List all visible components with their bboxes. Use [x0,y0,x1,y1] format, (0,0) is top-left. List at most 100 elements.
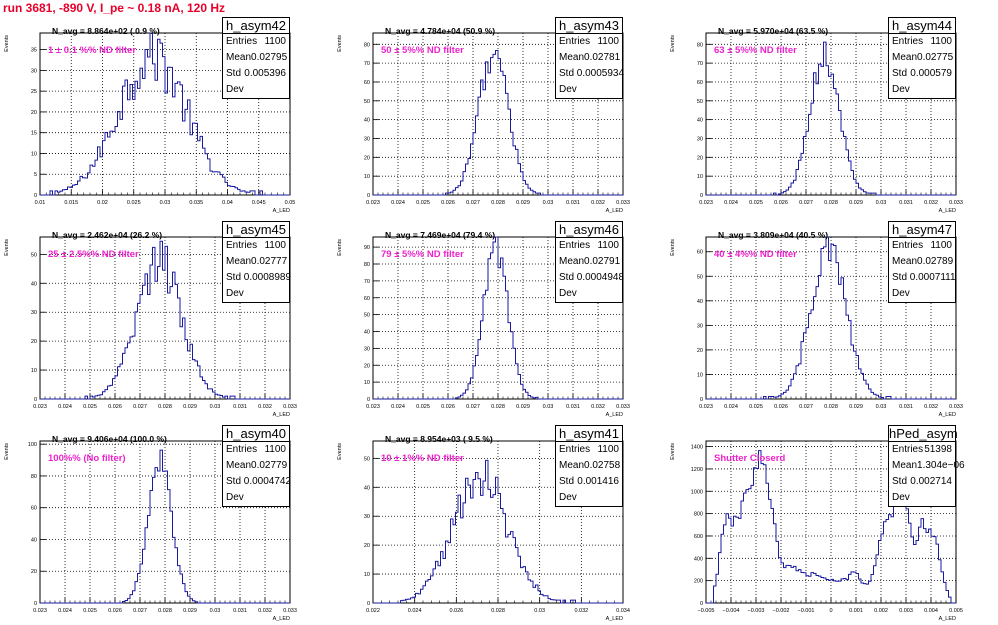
x-tick-label: 0.033 [283,404,297,410]
x-tick-label: 0.028 [824,404,838,410]
y-tick-label: 0 [34,601,37,607]
stats-row: Std Dev 0.001416 [556,474,622,506]
stats-row: Mean 1.304e−06 [889,458,965,474]
stats-value: 0.0004742 [243,476,292,487]
stats-key: Entries [559,36,591,47]
stats-row: Entries 1100 [223,442,289,458]
x-tick-label: 0.027 [799,404,813,410]
x-tick-label: 0.032 [924,404,938,410]
x-tick-label: −0.004 [723,608,740,614]
x-axis-label: A_LED [273,412,290,418]
stats-row: Mean 0.02795 [223,50,289,66]
stats-row: Entries 1100 [556,442,622,458]
x-tick-label: 0.032 [574,608,588,614]
stats-key: Std Dev [226,68,244,95]
stats-key: Std Dev [559,476,577,503]
y-tick-label: 0 [700,601,703,607]
x-tick-label: 0.005 [949,608,963,614]
x-tick-label: 0.026 [108,404,122,410]
x-tick-label: 0.029 [183,404,197,410]
x-tick-label: −0.005 [698,608,715,614]
y-tick-label: 80 [697,42,703,48]
y-tick-label: 60 [364,80,370,86]
stats-value: 51398 [924,444,952,455]
x-tick-label: 0.025 [416,404,430,410]
y-tick-label: 30 [697,136,703,142]
stats-key: Mean [226,460,252,471]
stats-box: h_asym40 Entries 1100 Mean 0.02779 Std Dev 0.0… [222,425,292,507]
x-tick-label: 0.026 [449,608,463,614]
x-tick-label: 0.023 [699,404,713,410]
filter-label: 10 ± 1%% ND filter [381,453,464,464]
y-tick-label: 20 [697,155,703,161]
stats-row: Entries 51398 [889,442,955,458]
stats-key: Mean [226,256,252,267]
histogram-name: h_asym43 [556,18,622,34]
y-axis-label: Events [4,239,10,256]
histogram-line [706,236,956,400]
x-tick-label: 0.02 [97,200,108,206]
histogram-name: h_asym47 [889,222,955,238]
navg-label: N_avg = 4.784e+04 (50.9 %) [385,26,496,36]
x-tick-label: 0.026 [441,200,455,206]
y-tick-label: 60 [697,80,703,86]
x-tick-label: −0.001 [798,608,815,614]
navg-label: N_avg = 7.469e+04 (79.4 %) [385,230,496,240]
x-tick-label: 0.031 [899,200,913,206]
navg-label: N_avg = 9.406e+04 (100.0 %) [52,434,167,444]
x-axis-label: A_LED [939,412,956,418]
x-tick-label: −0.003 [748,608,765,614]
stats-value: 0.0008989 [243,272,292,283]
y-tick-label: 20 [364,543,370,549]
stats-key: Entries [892,240,924,251]
x-tick-label: 0.033 [949,404,963,410]
y-tick-label: 50 [364,99,370,105]
x-tick-label: −0.002 [773,608,790,614]
y-axis-label: Events [337,443,343,460]
y-tick-label: 80 [364,262,370,268]
stats-value: 0.02777 [251,256,288,267]
histogram-panel-h_asym42: 0.01 0.015 0.02 0.025 0.03 0.035 0.04 0.045 0.05… [0,16,330,216]
filter-label: 50 ± 5%% ND filter [381,45,464,56]
x-tick-label: 0.03 [534,608,545,614]
navg-label: N_avg = 3.809e+04 (40.5 %) [718,230,829,240]
y-tick-label: 20 [31,339,37,345]
stats-row: Mean 0.02789 [889,254,955,270]
y-tick-label: 100 [28,442,37,448]
x-tick-label: 0.028 [824,200,838,206]
x-tick-label: 0.03 [160,200,171,206]
stats-value: 1100 [597,444,619,455]
x-tick-label: 0.024 [391,404,405,410]
filter-label: 63 ± 5%% ND filter [714,45,797,56]
stats-value: 1100 [264,444,286,455]
stats-box: h_asym46 Entries 1100 Mean 0.02791 Std Dev 0.0… [555,221,624,303]
y-tick-label: 30 [364,136,370,142]
y-tick-label: 0 [367,193,370,199]
y-tick-label: 80 [364,42,370,48]
stats-value: 0.002714 [910,476,952,487]
x-tick-label: 0.033 [949,200,963,206]
histogram-panel-h_asym47: 0.023 0.024 0.025 0.026 0.027 0.028 0.029 0.03 0… [666,220,996,420]
y-tick-label: 5 [34,172,37,178]
y-tick-label: 1200 [691,467,703,473]
x-tick-label: 0.027 [799,200,813,206]
x-tick-label: 0.025 [416,200,430,206]
x-tick-label: 0.033 [283,608,297,614]
stats-key: Entries [226,444,258,455]
y-tick-label: 20 [697,348,703,354]
y-tick-label: 40 [697,118,703,124]
stats-key: Mean [226,52,252,63]
x-tick-label: 0.032 [258,608,272,614]
y-tick-label: 10 [364,380,370,386]
stats-value: 1100 [264,240,286,251]
stats-box: h_asym47 Entries 1100 Mean 0.02789 Std Dev 0.0… [888,221,956,303]
stats-value: 0.02789 [917,256,954,267]
stats-row: Std Dev 0.0008989 [223,270,292,302]
x-tick-label: 0.024 [58,404,72,410]
y-tick-label: 10 [697,372,703,378]
x-axis-label: A_LED [273,616,290,622]
stats-key: Mean [892,52,918,63]
x-tick-label: 0.031 [899,404,913,410]
stats-key: Std Dev [559,272,577,299]
x-tick-label: 0.023 [366,404,380,410]
